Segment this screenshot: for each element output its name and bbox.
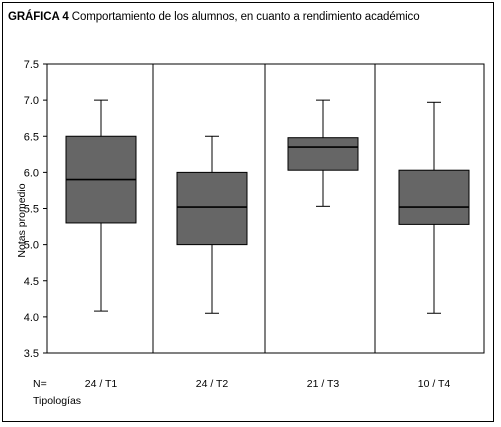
- n-label: N=: [33, 378, 47, 390]
- category-label: 21 / T3: [307, 378, 340, 390]
- category-label: 24 / T1: [85, 378, 118, 390]
- y-tick-label: 4.5: [24, 276, 39, 288]
- chart-title: GRÁFICA 4 Comportamiento de los alumnos,…: [8, 11, 420, 23]
- y-tick-label: 6.5: [24, 131, 39, 143]
- box: [287, 137, 359, 171]
- category-label: 10 / T4: [418, 378, 451, 390]
- y-axis-label: Notas promedio: [16, 183, 28, 257]
- box: [398, 169, 470, 225]
- chart-title-text: Comportamiento de los alumnos, en cuanto…: [71, 11, 420, 23]
- category-label: 24 / T2: [196, 378, 229, 390]
- y-tick-label: 7.0: [24, 95, 39, 107]
- box: [176, 171, 248, 246]
- y-tick-label: 4.0: [24, 312, 39, 324]
- y-tick-label: 5.0: [24, 240, 39, 252]
- y-tick-label: 6.0: [24, 167, 39, 179]
- y-tick-label: 7.5: [24, 59, 39, 71]
- x-axis-label: Tipologías: [33, 395, 81, 407]
- chart-title-lead: GRÁFICA 4: [8, 11, 69, 23]
- y-tick-label: 5.5: [24, 204, 39, 216]
- y-tick-label: 3.5: [24, 348, 39, 360]
